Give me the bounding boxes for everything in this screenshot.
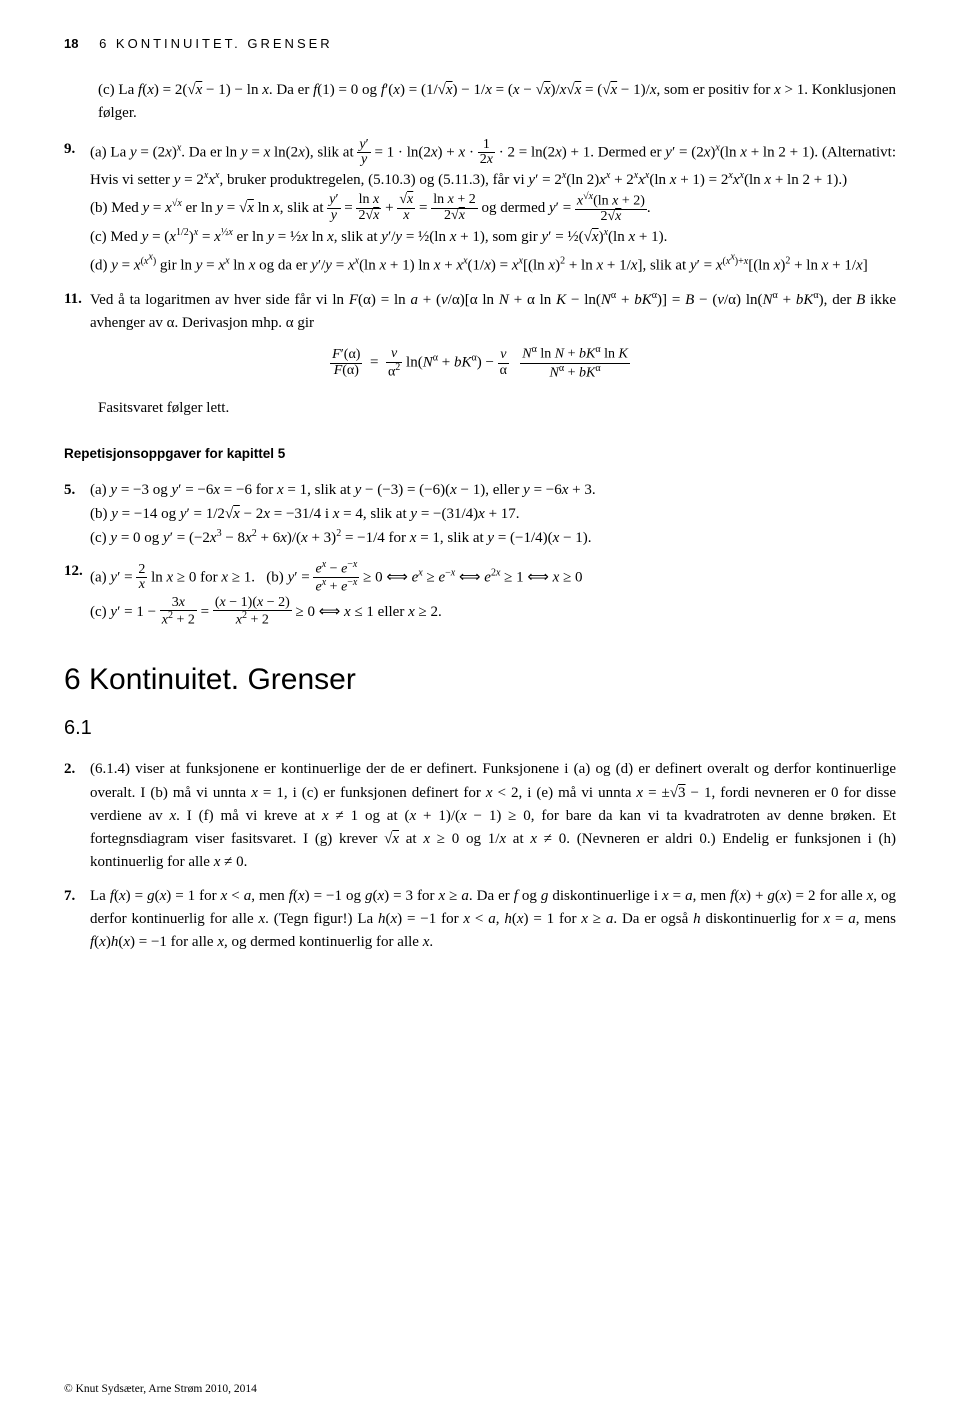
p9a: (a) La y = (2x)x. Da er ln y = x ln(2x),… bbox=[90, 138, 896, 278]
rep-heading: Repetisjonsoppgaver for kapittel 5 bbox=[64, 444, 896, 465]
subchapter: 6.1 bbox=[64, 713, 896, 744]
problem-2: 2. (6.1.4) viser at funksjonene er konti… bbox=[64, 758, 896, 874]
p2-number: 2. bbox=[64, 758, 90, 874]
problem-9: 9. (a) La y = (2x)x. Da er ln y = x ln(2… bbox=[64, 138, 896, 278]
display-formula: F′(α)F(α) = vα2 ln(Nα + bKα) − vα Nα ln … bbox=[64, 345, 896, 381]
p11-text: Ved å ta logaritmen av hver side får vi … bbox=[90, 288, 896, 336]
footer: © Knut Sydsæter, Arne Strøm 2010, 2014 bbox=[64, 1383, 257, 1395]
problem-7: 7. La f(x) = g(x) = 1 for x < a, men f(x… bbox=[64, 885, 896, 955]
p9c: (c) La f(x) = 2(x − 1) − ln x. Da er f(1… bbox=[64, 79, 896, 126]
chapter-title: 6 Kontinuitet. Grenser bbox=[64, 657, 896, 704]
p12-text: (a) y′ = 2x ln x ≥ 0 for x ≥ 1. (b) y′ =… bbox=[90, 560, 896, 629]
header-title: 6 KONTINUITET. GRENSER bbox=[99, 36, 333, 51]
problem-5: 5. (a) y = −3 og y′ = −6x = −6 for x = 1… bbox=[64, 479, 896, 550]
body: (c) La f(x) = 2(x − 1) − ln x. Da er f(1… bbox=[64, 79, 896, 954]
p2-text: (6.1.4) viser at funksjonene er kontinue… bbox=[90, 758, 896, 874]
p11-followup: Fasitsvaret følger lett. bbox=[64, 397, 896, 420]
page-number: 18 bbox=[64, 36, 78, 51]
p7-text: La f(x) = g(x) = 1 for x < a, men f(x) =… bbox=[90, 885, 896, 955]
p5-text: (a) y = −3 og y′ = −6x = −6 for x = 1, s… bbox=[90, 479, 896, 550]
problem-11: 11. Ved å ta logaritmen av hver side får… bbox=[64, 288, 896, 336]
p12-number: 12. bbox=[64, 560, 90, 629]
p11-number: 11. bbox=[64, 288, 90, 336]
p5-number: 5. bbox=[64, 479, 90, 550]
running-header: 18 6 KONTINUITET. GRENSER bbox=[64, 36, 896, 51]
problem-12: 12. (a) y′ = 2x ln x ≥ 0 for x ≥ 1. (b) … bbox=[64, 560, 896, 629]
page-container: 18 6 KONTINUITET. GRENSER (c) La f(x) = … bbox=[0, 0, 960, 1417]
p9-number: 9. bbox=[64, 138, 90, 278]
p7-number: 7. bbox=[64, 885, 90, 955]
